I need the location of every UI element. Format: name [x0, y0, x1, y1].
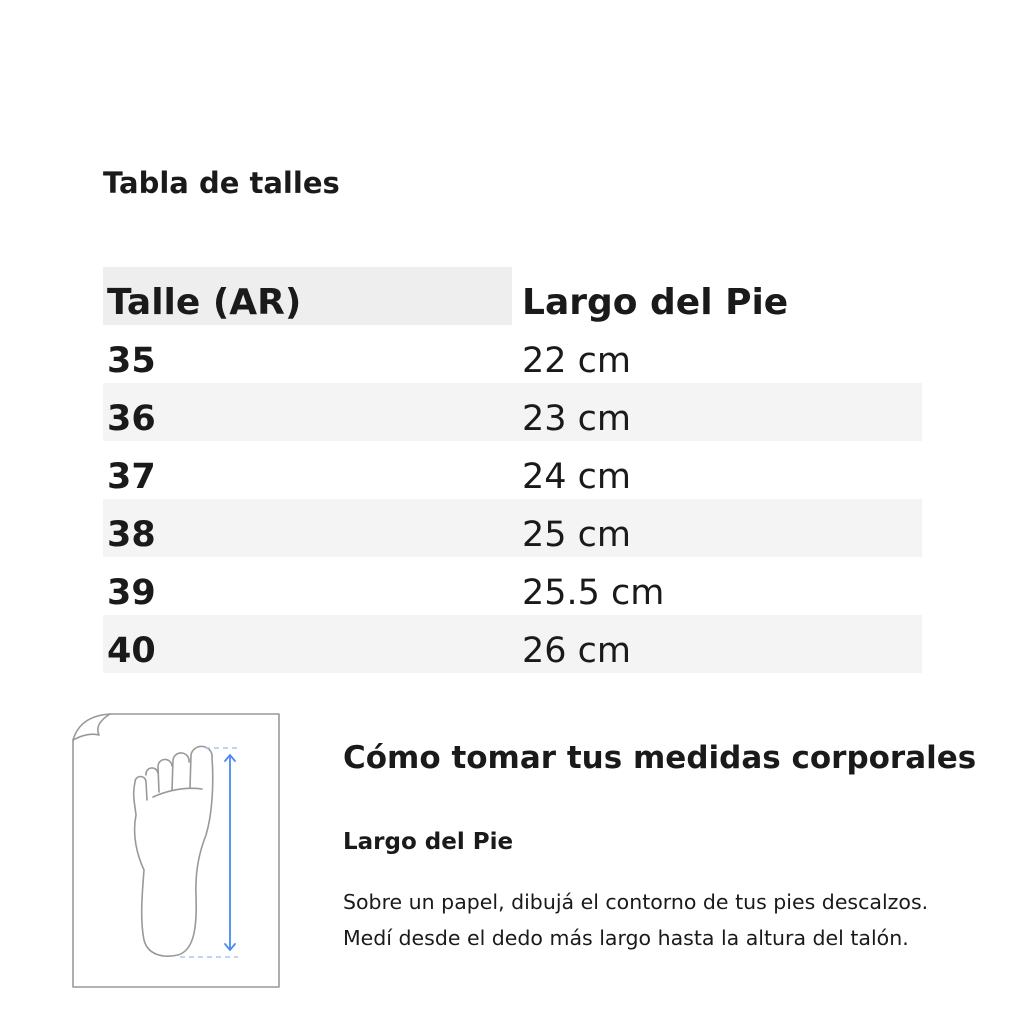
table-row: 39 25.5 cm [103, 557, 922, 615]
instruction-line: Sobre un papel, dibujá el contorno de tu… [343, 890, 929, 914]
length-cell: 23 cm [512, 383, 922, 441]
size-cell: 39 [107, 573, 156, 613]
size-cell: 36 [103, 383, 512, 441]
table-row: 37 24 cm [103, 441, 922, 499]
length-cell: 25.5 cm [522, 573, 665, 613]
size-cell: 37 [107, 457, 156, 497]
instruction-line: Medí desde el dedo más largo hasta la al… [343, 926, 909, 950]
size-cell: 35 [107, 341, 156, 381]
table-row: 38 25 cm [103, 499, 922, 557]
guide-instructions: Sobre un papel, dibujá el contorno de tu… [343, 884, 928, 956]
page-title: Tabla de talles [103, 166, 340, 200]
guide-heading: Cómo tomar tus medidas corporales [343, 740, 977, 776]
table-row: 40 26 cm [103, 615, 922, 673]
guide-subheading: Largo del Pie [343, 829, 514, 855]
size-table: Talle (AR) Largo del Pie 35 22 cm 36 23 cm… [103, 267, 922, 673]
length-cell: 25 cm [512, 499, 922, 557]
length-cell: 26 cm [512, 615, 922, 673]
toe-base-line [152, 787, 203, 798]
paper-outline [72, 713, 280, 988]
header-size: Talle (AR) [103, 267, 512, 325]
length-cell: 24 cm [522, 457, 631, 497]
table-header-row: Talle (AR) Largo del Pie [103, 267, 922, 325]
table-row: 35 22 cm [103, 325, 922, 383]
paper-curl [72, 713, 111, 741]
table-row: 36 23 cm [103, 383, 922, 441]
size-cell: 38 [103, 499, 512, 557]
size-cell: 40 [103, 615, 512, 673]
length-cell: 22 cm [522, 341, 631, 381]
foot-measurement-icon [72, 713, 280, 988]
header-foot-length: Largo del Pie [512, 267, 922, 325]
foot-outline [132, 745, 214, 957]
